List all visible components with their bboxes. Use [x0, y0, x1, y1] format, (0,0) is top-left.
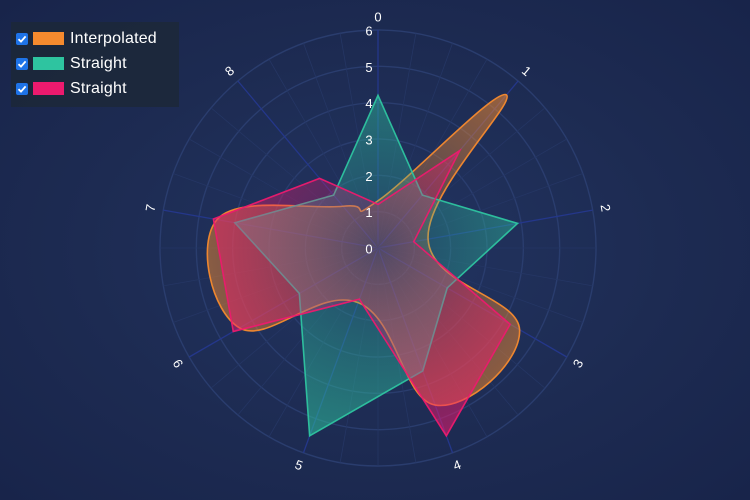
angle-tick-label: 8 — [222, 63, 237, 79]
radial-tick-label: 0 — [365, 242, 372, 257]
legend-checkbox[interactable] — [16, 32, 28, 45]
legend-label: Interpolated — [70, 29, 157, 47]
legend: Interpolated Straight Straight — [11, 22, 179, 107]
radial-tick-label: 4 — [365, 96, 372, 111]
radial-tick-label: 2 — [365, 169, 372, 184]
radial-tick-label: 6 — [365, 24, 372, 39]
angle-tick-label: 2 — [597, 203, 613, 213]
angle-tick-label: 6 — [170, 357, 187, 371]
angle-tick-label: 7 — [142, 203, 158, 213]
legend-item-interpolated[interactable]: Interpolated — [11, 26, 179, 51]
checkmark-icon — [17, 35, 27, 43]
legend-item-straight-green[interactable]: Straight — [11, 51, 179, 76]
checkmark-icon — [17, 60, 27, 68]
radial-tick-label: 1 — [365, 205, 372, 220]
radial-tick-label: 3 — [365, 133, 372, 148]
angle-tick-label: 0 — [374, 10, 381, 25]
angle-tick-label: 5 — [293, 457, 305, 474]
legend-checkbox[interactable] — [16, 82, 28, 95]
angle-tick-label: 4 — [451, 457, 463, 474]
angle-tick-label: 3 — [570, 357, 587, 371]
legend-swatch — [33, 82, 64, 95]
legend-checkbox[interactable] — [16, 57, 28, 70]
angle-tick-label: 1 — [519, 63, 534, 79]
legend-swatch — [33, 57, 64, 70]
legend-label: Straight — [70, 79, 127, 97]
legend-label: Straight — [70, 54, 127, 72]
checkmark-icon — [17, 85, 27, 93]
legend-item-straight-pink[interactable]: Straight — [11, 76, 179, 101]
series-area-2[interactable] — [212, 148, 512, 438]
radial-tick-label: 5 — [365, 60, 372, 75]
series-layer — [206, 93, 521, 438]
legend-swatch — [33, 32, 64, 45]
